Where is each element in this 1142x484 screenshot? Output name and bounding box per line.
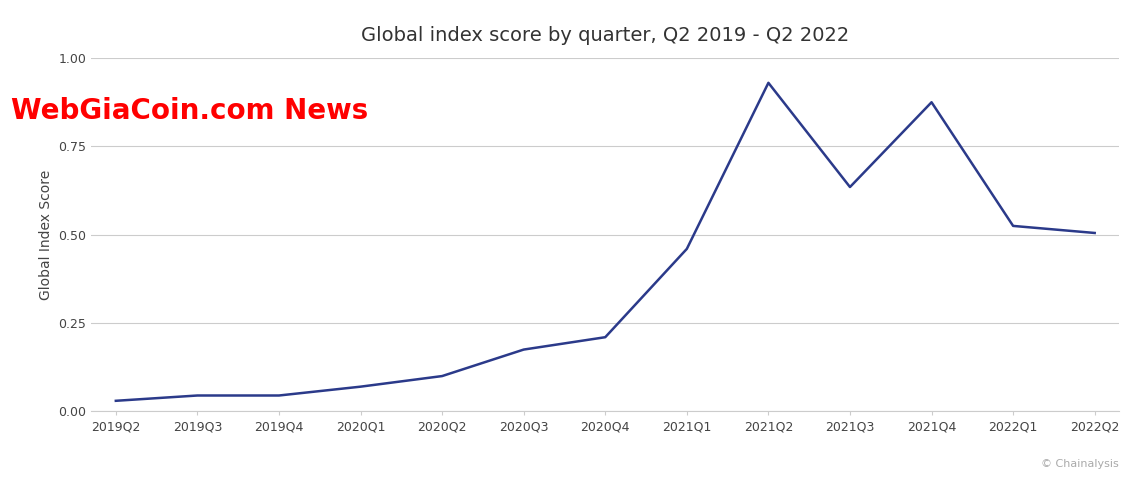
Title: Global index score by quarter, Q2 2019 - Q2 2022: Global index score by quarter, Q2 2019 -… — [361, 27, 850, 45]
Text: © Chainalysis: © Chainalysis — [1042, 459, 1119, 469]
Y-axis label: Global Index Score: Global Index Score — [39, 169, 53, 300]
Text: WebGiaCoin.com News: WebGiaCoin.com News — [11, 97, 369, 125]
